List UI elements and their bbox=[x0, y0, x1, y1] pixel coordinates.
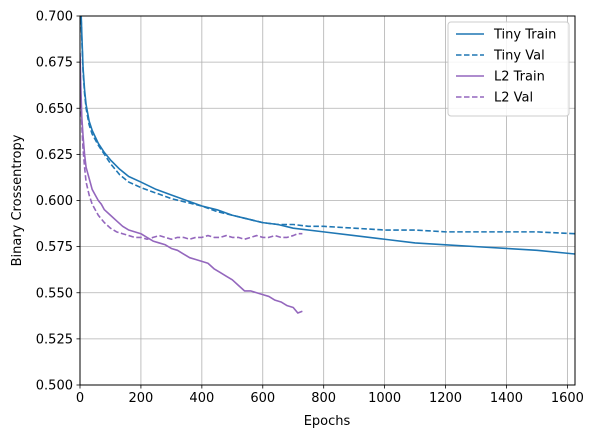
x-tick-label: 200 bbox=[129, 391, 154, 406]
y-tick-label: 0.550 bbox=[36, 286, 73, 301]
y-ticks: 0.500 0.525 0.550 0.575 0.600 0.625 0.650 0.675… bbox=[36, 10, 80, 394]
legend-label: L2 Train bbox=[494, 70, 545, 85]
y-tick-label: 0.600 bbox=[36, 194, 73, 209]
y-tick-label: 0.700 bbox=[36, 10, 73, 25]
y-tick-label: 0.650 bbox=[36, 102, 73, 117]
x-tick-label: 1400 bbox=[490, 391, 523, 406]
y-axis-label: Binary Crossentropy bbox=[10, 134, 25, 266]
legend-label: Tiny Train bbox=[493, 28, 556, 43]
series-line-tiny-val bbox=[80, 16, 575, 235]
y-tick-label: 0.525 bbox=[36, 332, 73, 347]
series-layer bbox=[80, 16, 575, 314]
x-tick-label: 800 bbox=[311, 391, 336, 406]
y-tick-label: 0.575 bbox=[36, 240, 73, 255]
series-line-l2-val bbox=[80, 71, 303, 241]
x-axis-label: Epochs bbox=[304, 414, 351, 429]
legend-label: Tiny Val bbox=[493, 49, 545, 64]
legend-label: L2 Val bbox=[494, 91, 533, 106]
x-tick-label: 0 bbox=[76, 391, 84, 406]
series-line-l2-train bbox=[80, 52, 303, 314]
x-tick-label: 400 bbox=[189, 391, 214, 406]
x-ticks: 0 200 400 600 800 1000 1200 1400 1600 bbox=[76, 385, 584, 406]
y-tick-label: 0.675 bbox=[36, 56, 73, 71]
x-tick-label: 600 bbox=[250, 391, 275, 406]
legend: Tiny Train Tiny Val L2 Train L2 Val bbox=[447, 21, 570, 117]
legend-box bbox=[447, 21, 570, 117]
x-tick-label: 1600 bbox=[551, 391, 584, 406]
y-tick-label: 0.500 bbox=[36, 379, 73, 394]
x-tick-label: 1200 bbox=[429, 391, 462, 406]
y-tick-label: 0.625 bbox=[36, 148, 73, 163]
x-tick-label: 1000 bbox=[368, 391, 401, 406]
